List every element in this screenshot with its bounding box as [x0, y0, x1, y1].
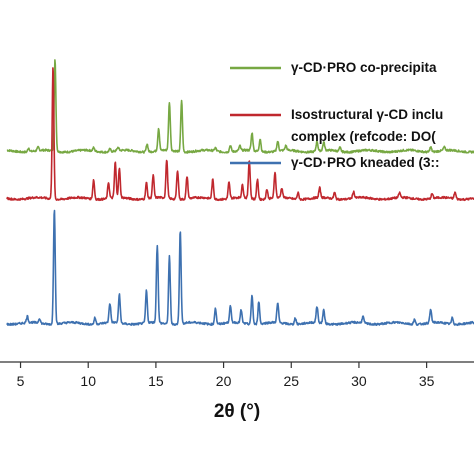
series-layer	[6, 59, 474, 327]
x-tick-label: 5	[17, 373, 25, 389]
legend: γ-CD·PRO co-precipita Isostructural γ-CD …	[230, 60, 443, 170]
legend-label: Isostructural γ-CD inclu	[291, 107, 443, 122]
x-tick-label: 10	[80, 373, 96, 389]
legend-label: γ-CD·PRO kneaded (3::	[291, 155, 440, 170]
x-tick-label: 35	[419, 373, 435, 389]
series-line-3	[6, 209, 474, 327]
x-tick-label: 20	[216, 373, 232, 389]
series-line-1	[6, 59, 474, 154]
x-axis-title: 2θ (°)	[214, 401, 260, 422]
x-tick-label: 15	[148, 373, 164, 389]
x-tick-label: 25	[283, 373, 299, 389]
series-line-2	[6, 67, 474, 202]
x-tick-label: 30	[351, 373, 367, 389]
legend-label-line2: complex (refcode: DO(	[291, 129, 436, 144]
x-axis-ticks: 5 10 15 20 25 30 35	[17, 362, 435, 389]
legend-label: γ-CD·PRO co-precipita	[291, 60, 437, 75]
